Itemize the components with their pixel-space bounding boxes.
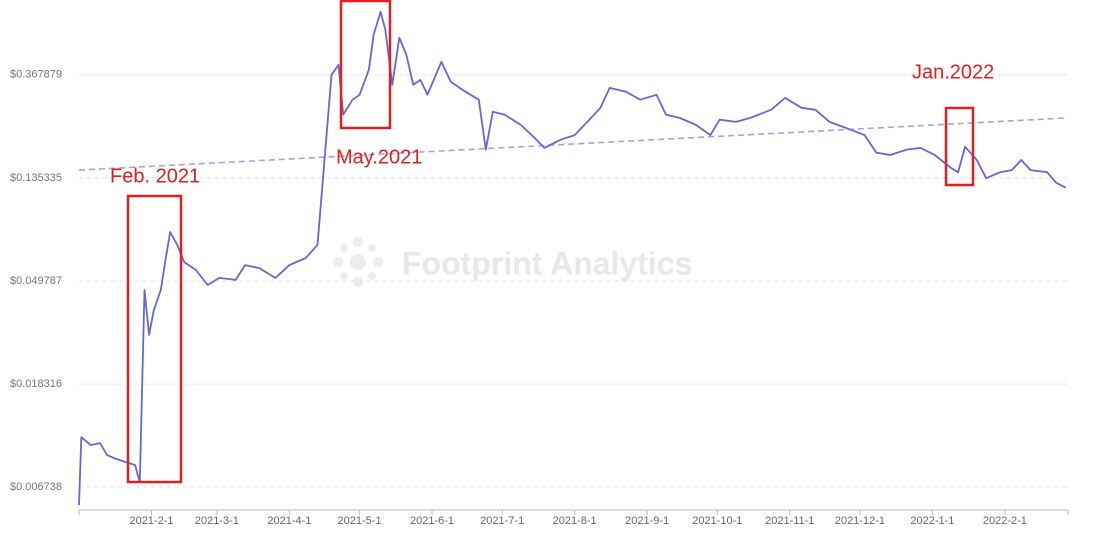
x-tick-label: 2022-2-1 — [983, 515, 1027, 527]
price-line — [78, 10, 1067, 506]
watermark-icon — [368, 244, 376, 252]
y-tick-label: $0.367879 — [10, 69, 62, 81]
y-tick-label: $0.006738 — [10, 481, 62, 493]
annotation: Feb. 2021 — [110, 165, 200, 187]
x-tick-label: 2021-4-1 — [267, 515, 311, 527]
x-tick-label: 2021-12-1 — [835, 515, 885, 527]
watermark-icon — [368, 272, 376, 280]
annotations: Feb. 2021 May.2021 Jan.2022 — [110, 0, 994, 484]
x-tick-label: 2021-7-1 — [480, 515, 524, 527]
y-tick-label: $0.135335 — [10, 172, 62, 184]
x-tick-label: 2021-2-1 — [129, 515, 173, 527]
x-tick-label: 2021-6-1 — [410, 515, 454, 527]
highlight-box — [944, 106, 975, 187]
y-tick-label: $0.018316 — [10, 378, 62, 390]
x-tick-label: 2021-5-1 — [338, 515, 382, 527]
watermark-icon — [340, 272, 348, 280]
watermark-icon — [340, 244, 348, 252]
x-tick-label: 2021-11-1 — [765, 515, 814, 527]
watermark-text: Footprint Analytics — [402, 245, 692, 281]
x-tick-label: 2022-1-1 — [910, 515, 954, 527]
annotation: Jan.2022 — [912, 61, 994, 83]
watermark: Footprint Analytics — [333, 237, 692, 287]
highlight-box — [126, 194, 183, 484]
annotation: May.2021 — [336, 146, 422, 168]
watermark-icon — [333, 257, 343, 267]
x-tick-label: 2021-9-1 — [625, 515, 669, 527]
y-tick-label: $0.049787 — [10, 275, 62, 287]
plot-area: $0.006738 $0.018316 $0.049787 $0.135335 $0.3… — [10, 10, 1069, 527]
x-tick-label: 2021-8-1 — [553, 515, 597, 527]
watermark-icon — [350, 254, 366, 270]
x-tick-label: 2021-10-1 — [692, 515, 742, 527]
highlight-box — [339, 0, 392, 130]
x-tick-label: 2021-3-1 — [195, 515, 239, 527]
watermark-icon — [373, 257, 383, 267]
watermark-icon — [353, 237, 363, 247]
watermark-icon — [353, 277, 363, 287]
trend-line — [78, 117, 1066, 171]
